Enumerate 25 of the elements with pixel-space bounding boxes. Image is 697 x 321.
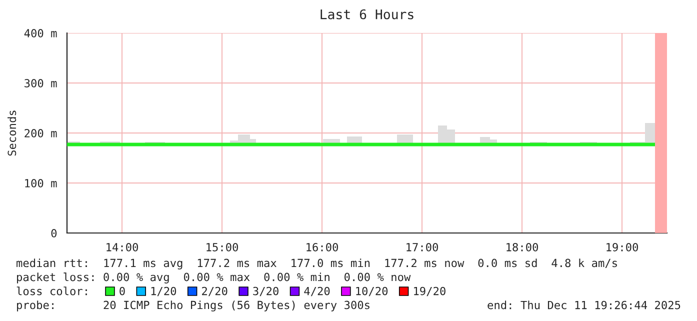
- legend-title: loss color:: [16, 286, 87, 296]
- legend-label: 4/20: [304, 286, 330, 296]
- x-tick-label: 15:00: [206, 242, 238, 252]
- y-tick-label: 300 m: [24, 79, 57, 88]
- legend-label: 3/20: [253, 286, 278, 296]
- y-axis-title: Seconds: [8, 110, 16, 156]
- text: end: Thu Dec 11 19:26:44 2025: [488, 300, 680, 310]
- x-tick-label: 16:00: [306, 242, 338, 252]
- text: probe: 20 ICMP Echo Pings (56 Bytes) every 300s: [17, 300, 370, 312]
- y-tick-label: 200 m: [24, 129, 57, 138]
- legend-label: 0: [120, 286, 125, 296]
- y-tick-label: 100 m: [25, 179, 57, 188]
- text: median rtt: 177.1 ms avg 177.2 ms max 177.0 ms min 177.2 ms now 0.0 ms sd 4.8 k am/s: [16, 258, 617, 270]
- y-tick-label: 0: [51, 229, 57, 238]
- x-tick-label: 17:00: [406, 242, 438, 252]
- chart-title: Last 6 Hours: [320, 9, 414, 20]
- x-tick-label: 19:00: [606, 242, 638, 252]
- legend-label: 19/20: [414, 286, 446, 296]
- y-tick-label: 400 m: [24, 29, 57, 38]
- legend-label: 10/20: [356, 286, 388, 296]
- text: packet loss: 0.00 % avg 0.00 % max 0.00 % min 0.00 % now: [17, 272, 411, 284]
- legend-label: 2/20: [202, 286, 228, 296]
- x-tick-label: 18:00: [506, 242, 538, 252]
- x-tick-label: 14:00: [106, 242, 138, 252]
- legend-label: 1/20: [151, 286, 176, 296]
